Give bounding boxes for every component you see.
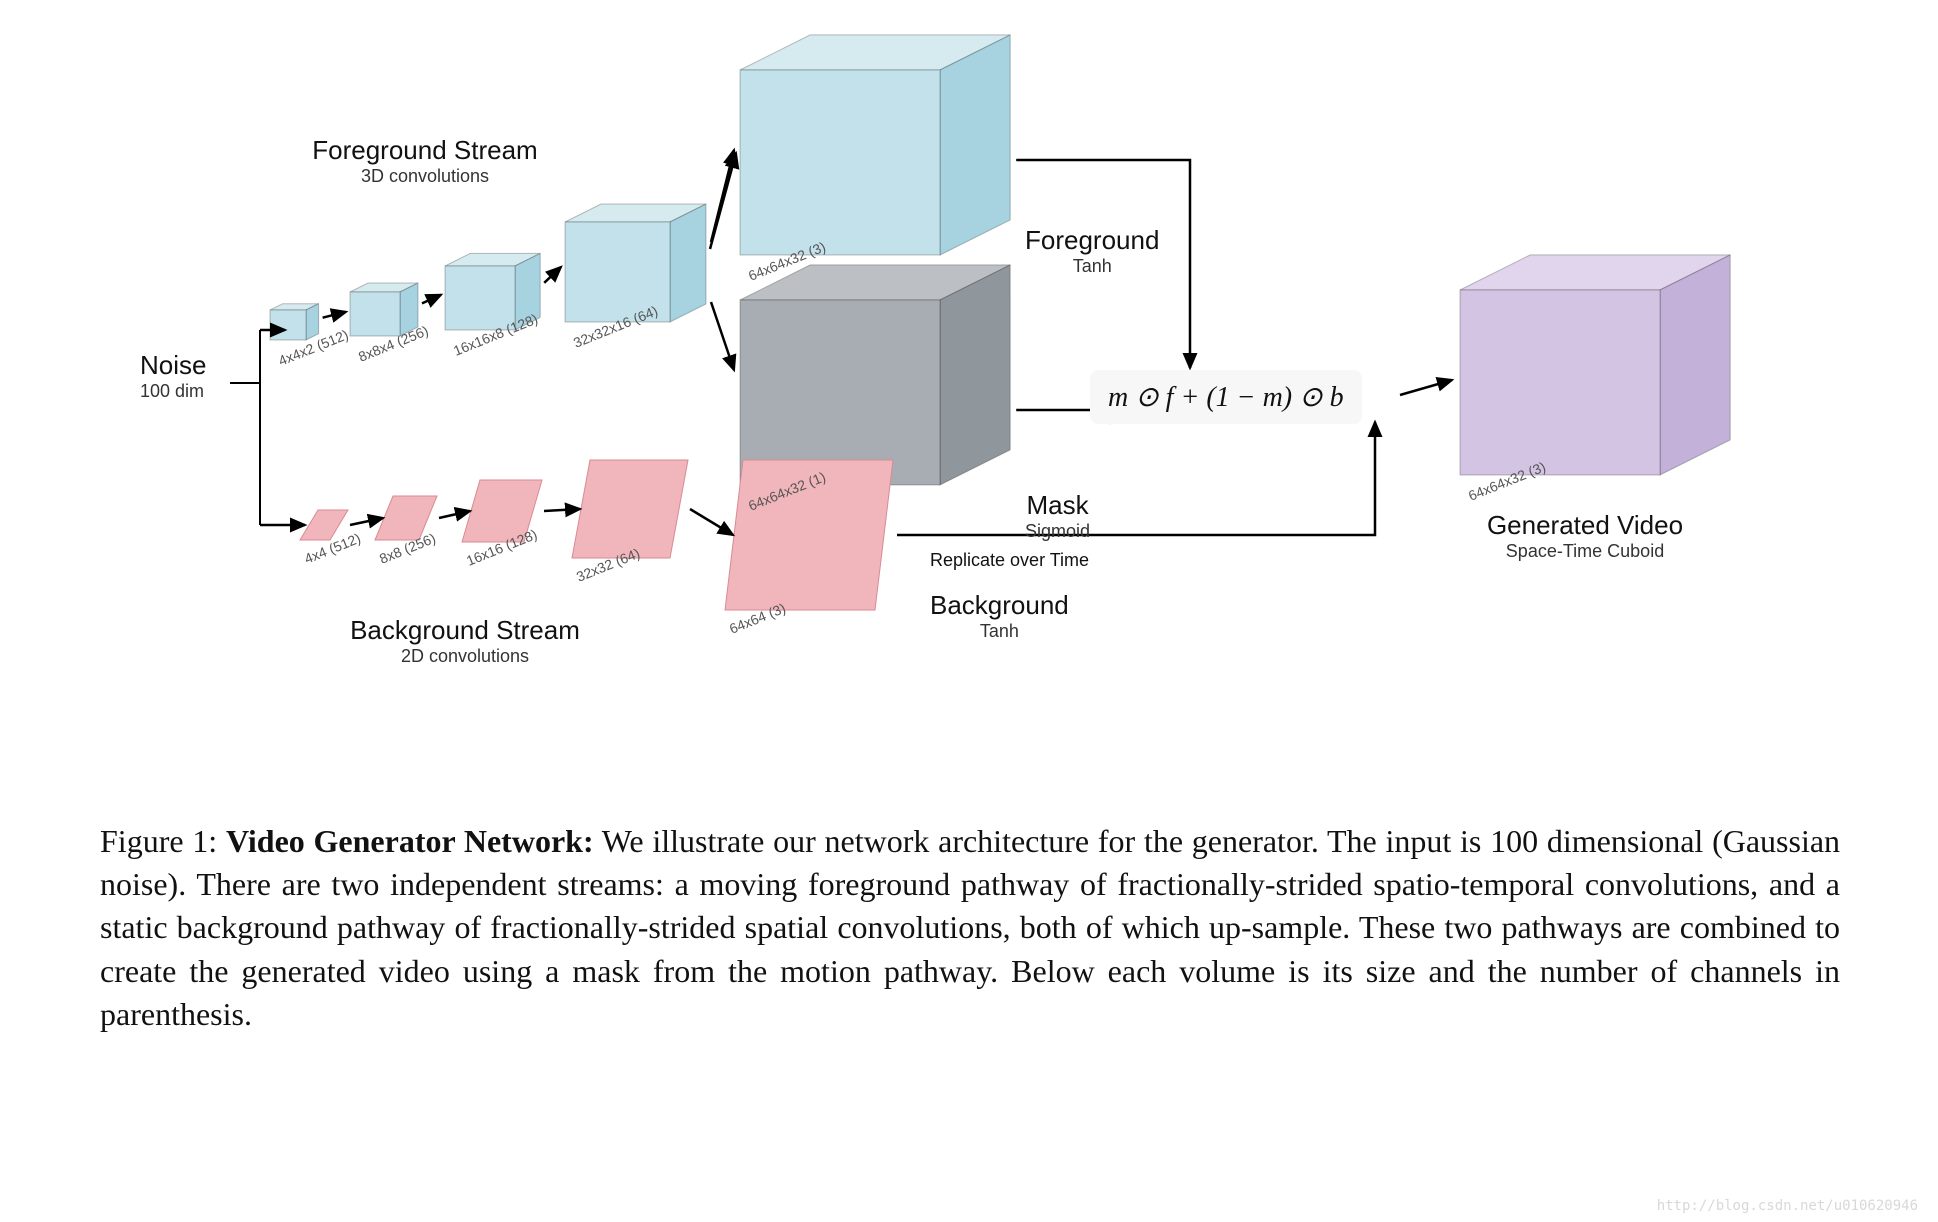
architecture-diagram: Noise 100 dim Foreground Stream 3D convo… [100,30,1880,750]
foreground-stream-label: Foreground Stream 3D convolutions [295,135,555,187]
background-stream-label: Background Stream 2D convolutions [335,615,595,667]
mask-output-label: Mask Sigmoid [1025,490,1090,542]
watermark: http://blog.csdn.net/u010620946 [1657,1198,1918,1214]
combine-formula: m ⊙ f + (1 − m) ⊙ b [1090,370,1362,424]
page: Noise 100 dim Foreground Stream 3D convo… [0,0,1938,1222]
replicate-label: Replicate over Time [930,550,1089,571]
background-output-label: Background Tanh [930,590,1069,642]
foreground-output-label: Foreground Tanh [1025,225,1159,277]
figure-caption: Figure 1: Video Generator Network: We il… [100,820,1840,1036]
caption-title: Video Generator Network: [226,823,594,859]
noise-label: Noise 100 dim [140,350,206,402]
generated-video-label: Generated Video Space-Time Cuboid [1470,510,1700,562]
caption-fig: Figure 1: [100,823,217,859]
